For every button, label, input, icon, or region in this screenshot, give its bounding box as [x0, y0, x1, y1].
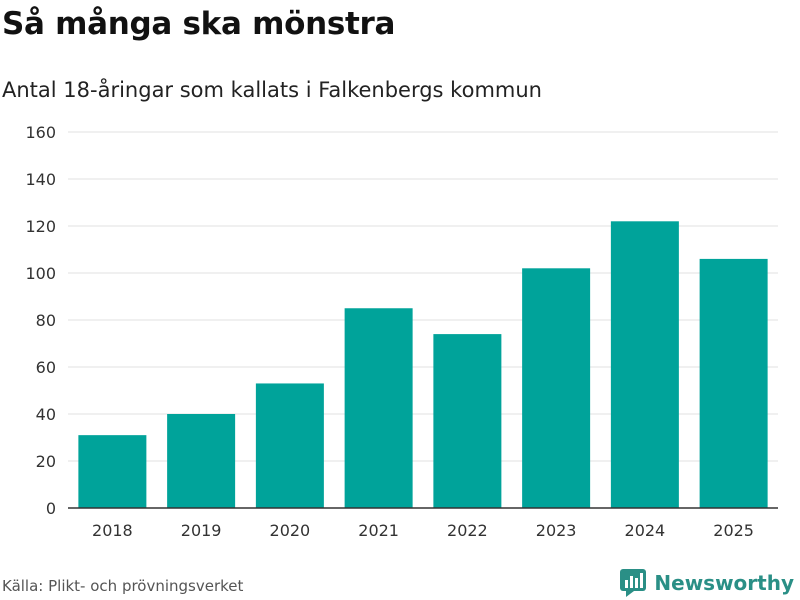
y-tick-label: 80 [36, 311, 56, 330]
x-tick-label: 2022 [447, 521, 488, 540]
x-tick-label: 2024 [625, 521, 666, 540]
x-tick-label: 2025 [713, 521, 754, 540]
y-tick-label: 160 [25, 123, 56, 142]
y-tick-label: 140 [25, 170, 56, 189]
chart-subtitle: Antal 18-åringar som kallats i Falkenber… [2, 78, 542, 102]
newsworthy-logo: Newsworthy [620, 568, 794, 598]
bar [699, 258, 768, 508]
bar-chart-logo-icon [620, 569, 647, 597]
x-tick-label: 2021 [358, 521, 399, 540]
y-tick-label: 60 [36, 358, 56, 377]
y-tick-label: 0 [46, 499, 56, 518]
x-tick-label: 2019 [181, 521, 222, 540]
bar [522, 268, 591, 508]
bar [167, 414, 236, 508]
y-tick-label: 120 [25, 217, 56, 236]
chart-title: Så många ska mönstra [2, 6, 396, 42]
y-tick-label: 100 [25, 264, 56, 283]
x-tick-label: 2023 [536, 521, 577, 540]
bar [610, 221, 679, 509]
bar [433, 334, 502, 508]
y-tick-label: 40 [36, 405, 56, 424]
y-tick-label: 20 [36, 452, 56, 471]
brand-name: Newsworthy [654, 571, 794, 595]
source-note: Källa: Plikt- och prövningsverket [2, 577, 244, 595]
x-tick-label: 2020 [270, 521, 311, 540]
bar [255, 383, 324, 508]
bar [78, 435, 147, 508]
bar [344, 308, 413, 508]
x-tick-label: 2018 [92, 521, 133, 540]
